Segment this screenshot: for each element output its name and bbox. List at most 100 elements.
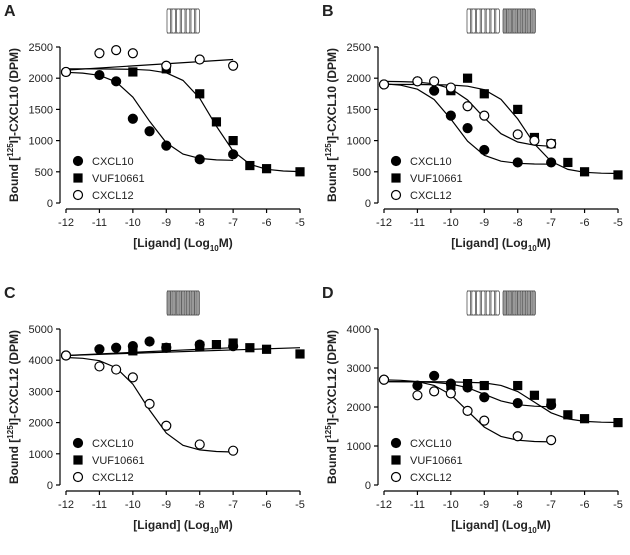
helix	[526, 290, 531, 316]
data-point	[211, 340, 222, 350]
y-tick-label: 2000	[29, 73, 53, 85]
legend-label: CXCL12	[410, 190, 452, 202]
fit-curve	[383, 80, 552, 147]
helix	[166, 290, 171, 316]
y-title-part: Bound [	[325, 157, 339, 202]
data-point	[563, 410, 573, 420]
helix	[517, 8, 522, 34]
x-tick-label: -5	[295, 217, 305, 229]
data-point	[512, 431, 523, 442]
x-tick-label: -7	[228, 217, 238, 229]
x-tick-label: -7	[546, 217, 556, 229]
helix	[490, 8, 495, 34]
legend-label: CXCL12	[92, 472, 134, 484]
y-tick-label: 500	[353, 167, 371, 179]
panel-label: C	[4, 285, 16, 302]
y-title-sup: 125	[6, 425, 15, 439]
helix	[476, 8, 481, 34]
data-point	[228, 149, 239, 160]
receptor-icon	[466, 8, 500, 34]
y-tick-label: 0	[365, 480, 371, 492]
fit-curve	[65, 58, 234, 71]
data-point	[161, 140, 172, 151]
helix	[190, 290, 195, 316]
y-tick-label: 2000	[347, 402, 371, 414]
x-tick-label: -8	[195, 499, 205, 511]
legend-label: CXCL10	[410, 156, 452, 168]
x-tick-label: -9	[479, 499, 489, 511]
y-tick-label: 3000	[347, 363, 371, 375]
helix	[502, 290, 507, 316]
data-point	[111, 45, 122, 56]
x-tick-label: -10	[443, 217, 459, 229]
x-tick-label: -7	[228, 499, 238, 511]
x-tick-label: -5	[613, 217, 623, 229]
data-point	[144, 398, 155, 409]
y-title-part: I]-CXCL12 (DPM)	[7, 330, 21, 425]
y-tick-label: 2000	[347, 73, 371, 85]
legend-label: CXCL10	[92, 438, 134, 450]
data-point	[479, 380, 489, 391]
data-point	[245, 343, 255, 353]
data-point	[512, 157, 523, 168]
x-tick-label: -8	[513, 217, 523, 229]
x-title-sub: 10	[210, 244, 219, 253]
data-point	[228, 445, 239, 456]
y-title-part: I]-CXCL12 (DPM)	[325, 330, 339, 425]
x-tick-label: -6	[580, 499, 590, 511]
x-title-part: [Ligand] (Log	[451, 518, 528, 532]
helix	[176, 8, 181, 34]
y-title-sup: 125	[324, 143, 333, 157]
y-tick-label: 4000	[347, 324, 371, 336]
x-tick-label: -9	[479, 217, 489, 229]
legend-label: CXCL10	[410, 438, 452, 450]
legend-marker	[390, 437, 402, 449]
helix	[180, 8, 186, 34]
x-tick-label: -7	[546, 499, 556, 511]
data-point	[445, 110, 456, 121]
y-tick-label: 0	[47, 480, 53, 492]
data-point	[429, 386, 440, 397]
fit-curve	[383, 83, 552, 165]
data-point	[94, 344, 105, 355]
y-tick-label: 1500	[347, 104, 371, 116]
helix	[502, 8, 507, 34]
receptor-icon	[166, 8, 200, 34]
data-point	[378, 374, 390, 385]
data-point	[546, 398, 556, 408]
data-point	[546, 138, 557, 149]
data-point	[194, 154, 205, 165]
x-tick-label: -6	[262, 217, 272, 229]
helix	[526, 8, 531, 34]
helix	[185, 290, 191, 316]
x-title-part: [Ligand] (Log	[133, 236, 210, 250]
helix	[521, 290, 527, 316]
data-point	[60, 350, 72, 361]
helix	[495, 8, 500, 34]
x-tick-label: -10	[125, 217, 141, 229]
data-point	[128, 67, 138, 77]
data-point	[144, 336, 155, 347]
data-point	[94, 69, 105, 81]
legend-label: VUF10661	[410, 455, 463, 467]
helix	[495, 290, 500, 316]
y-tick-label: 2500	[347, 42, 371, 54]
x-tick-label: -5	[613, 499, 623, 511]
panel-label: D	[322, 285, 334, 302]
helix	[471, 290, 476, 316]
data-point	[613, 170, 623, 180]
legend-marker	[72, 189, 84, 201]
data-point	[529, 390, 540, 400]
x-tick-label: -6	[580, 217, 590, 229]
data-point	[479, 144, 490, 156]
fit-curve	[65, 356, 234, 453]
data-point	[512, 398, 523, 409]
y-tick-label: 2000	[29, 418, 53, 430]
legend-marker	[73, 173, 83, 183]
y-title-part: I]-CXCL10 (DPM)	[7, 48, 21, 143]
helix	[521, 8, 527, 34]
data-point	[613, 418, 623, 428]
data-point	[195, 341, 205, 351]
helix	[180, 290, 186, 316]
data-point	[144, 126, 155, 137]
